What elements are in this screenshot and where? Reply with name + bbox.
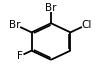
Text: Br: Br [45, 3, 57, 13]
Text: F: F [17, 51, 23, 61]
Text: Br: Br [9, 20, 21, 30]
Text: Cl: Cl [82, 20, 92, 30]
